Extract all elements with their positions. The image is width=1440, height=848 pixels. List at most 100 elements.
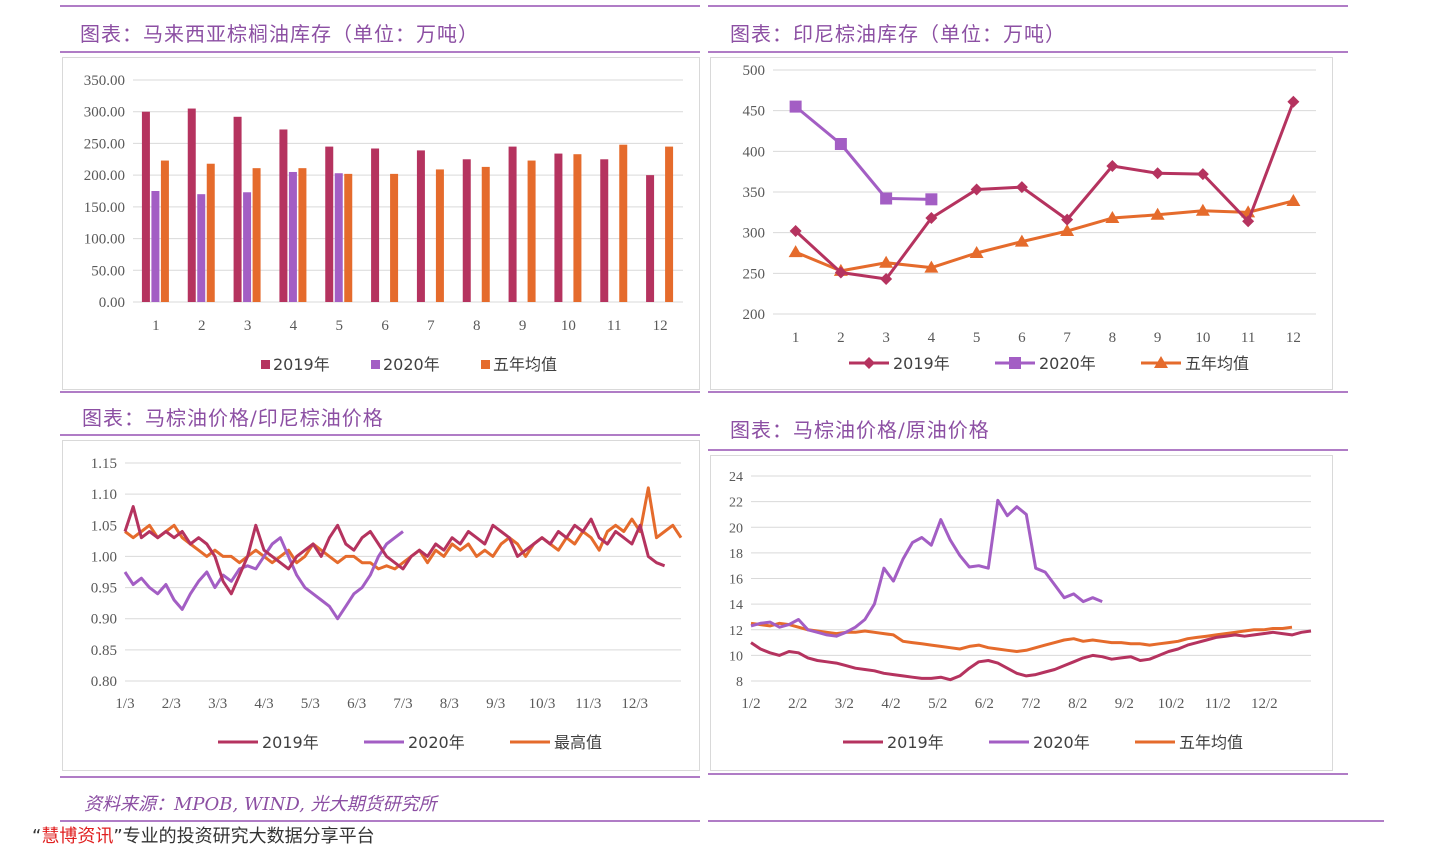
chart2-point xyxy=(925,212,938,225)
chart4-xtick-label: 7/2 xyxy=(1021,696,1040,712)
chart1-ytick-label: 150.00 xyxy=(84,200,125,216)
chart1-bar xyxy=(462,159,471,302)
chart4-xtick-label: 11/2 xyxy=(1205,696,1231,712)
chart4-xtick-label: 4/2 xyxy=(881,696,900,712)
chart1-xtick-label: 12 xyxy=(653,318,668,334)
chart3-ytick-label: 1.10 xyxy=(91,487,117,503)
chart1-ytick-label: 50.00 xyxy=(91,263,125,279)
chart4-ytick-label: 8 xyxy=(736,675,743,690)
chart1-bar xyxy=(416,150,425,302)
chart1-bar xyxy=(481,166,490,302)
chart1-bar xyxy=(187,108,196,302)
chart1-ytick-label: 200.00 xyxy=(84,168,125,184)
chart2-xtick-label: 12 xyxy=(1286,330,1301,346)
chart1-bar xyxy=(390,173,399,302)
chart3-series-line xyxy=(123,505,666,596)
chart3-xtick-label: 10/3 xyxy=(529,696,556,712)
chart1-ytick-label: 0.00 xyxy=(99,295,125,311)
chart3-xtick-label: 12/3 xyxy=(621,696,648,712)
chart2-point xyxy=(1014,234,1029,247)
chart4-ytick-label: 10 xyxy=(729,649,743,664)
chart3-xtick-label: 1/3 xyxy=(115,696,134,712)
chart2-series-line xyxy=(794,105,932,201)
chart2-ytick-label: 450 xyxy=(743,104,766,120)
chart2-xtick-label: 6 xyxy=(1018,330,1026,346)
chart1-bar xyxy=(151,191,160,302)
chart3-xtick-label: 9/3 xyxy=(486,696,505,712)
chart1-bar xyxy=(141,111,150,302)
chart4-ytick-label: 14 xyxy=(729,598,743,613)
chart3-ytick-label: 1.05 xyxy=(91,518,117,534)
chart2-point xyxy=(879,255,894,268)
title-rule-left xyxy=(60,51,700,53)
chart1-bar xyxy=(325,146,334,302)
chart3-legend-label: 最高值 xyxy=(554,733,602,752)
chart2-point xyxy=(1151,167,1164,180)
chart2-legend-label: 2020年 xyxy=(1039,354,1096,373)
source-rule-left xyxy=(60,820,700,822)
chart4-xtick-label: 9/2 xyxy=(1115,696,1134,712)
chart1-bar xyxy=(197,194,206,302)
mid-rule-left xyxy=(60,391,700,393)
chart2-xtick-label: 10 xyxy=(1195,330,1210,346)
chart3-title: 图表：马棕油价格/印尼棕油价格 xyxy=(82,406,384,430)
chart3-xtick-label: 5/3 xyxy=(301,696,320,712)
chart2-point xyxy=(1286,193,1301,206)
chart1-xtick-label: 9 xyxy=(519,318,527,334)
chart1-bar xyxy=(344,173,353,302)
chart4-line-chart: 24 22 20 18 16 14 12 10 8 1/2 2/2 3/2 4/2 5/2 6/2 7/2 8/… xyxy=(729,470,1312,752)
chart3-xtick-label: 8/3 xyxy=(440,696,459,712)
chart3-line-chart: 1.15 1.10 1.05 1.00 0.95 0.90 0.85 0.80 1/3 2/3 3/… xyxy=(91,456,683,752)
chart1-title: 图表：马来西亚棕榈油库存（单位：万吨） xyxy=(80,22,479,46)
chart2-series-line xyxy=(794,101,1295,281)
chart2-legend-marker xyxy=(1009,357,1021,369)
title4-rule xyxy=(708,449,1348,451)
chart3-xtick-label: 2/3 xyxy=(162,696,181,712)
chart2-point xyxy=(969,246,984,258)
footer-brand[interactable]: 慧博资讯 xyxy=(41,826,114,847)
chart2-point xyxy=(880,273,893,286)
chart4-xtick-label: 1/2 xyxy=(741,696,760,712)
chart2-ytick-label: 500 xyxy=(743,63,766,79)
chart4-ytick-label: 22 xyxy=(729,496,743,511)
chart2-point xyxy=(789,225,802,238)
chart2-ytick-label: 300 xyxy=(743,226,766,242)
chart2-point xyxy=(834,138,847,151)
chart1-bar xyxy=(252,168,261,302)
chart1-bar xyxy=(435,169,444,302)
bottom-rule-right xyxy=(708,773,1348,775)
chart3-legend-label: 2020年 xyxy=(408,733,465,752)
chart1-xtick-label: 10 xyxy=(561,318,576,334)
chart2-ytick-label: 350 xyxy=(743,185,766,201)
chart1-legend-label: 2020年 xyxy=(383,355,440,374)
chart4-xtick-label: 12/2 xyxy=(1251,696,1278,712)
chart3-ytick-label: 0.90 xyxy=(91,612,117,628)
chart3-xtick-label: 6/3 xyxy=(347,696,366,712)
source-rule-right xyxy=(708,820,1384,822)
chart1-legend-label: 五年均值 xyxy=(493,355,557,374)
chart2-ytick-label: 400 xyxy=(743,144,766,160)
mid-rule-right xyxy=(708,391,1348,393)
bottom-rule-left xyxy=(60,776,700,778)
chart2-legend-marker xyxy=(1154,356,1168,368)
chart2-ytick-label: 250 xyxy=(743,266,766,282)
chart1-bar xyxy=(508,146,517,302)
chart1-bar xyxy=(160,160,169,302)
chart1-ytick-label: 300.00 xyxy=(84,105,125,121)
chart3-ytick-label: 0.80 xyxy=(91,674,117,690)
footer-banner: “慧博资讯”专业的投资研究大数据分享平台 xyxy=(32,822,375,848)
chart2-point xyxy=(880,192,893,205)
chart2-point xyxy=(1106,159,1119,172)
chart1-bar xyxy=(527,160,536,302)
title3-rule xyxy=(60,434,700,436)
top-rule-left xyxy=(60,5,700,7)
chart2-xtick-label: 1 xyxy=(792,330,800,346)
chart2-ytick-label: 200 xyxy=(743,307,766,323)
chart1-bar xyxy=(298,168,307,302)
chart3-xtick-label: 4/3 xyxy=(254,696,273,712)
chart2-point xyxy=(1015,181,1028,194)
chart2-point xyxy=(1196,168,1209,181)
chart3-ytick-label: 1.00 xyxy=(91,549,117,565)
chart2-series-line xyxy=(795,199,1294,273)
chart2-point xyxy=(834,266,847,279)
